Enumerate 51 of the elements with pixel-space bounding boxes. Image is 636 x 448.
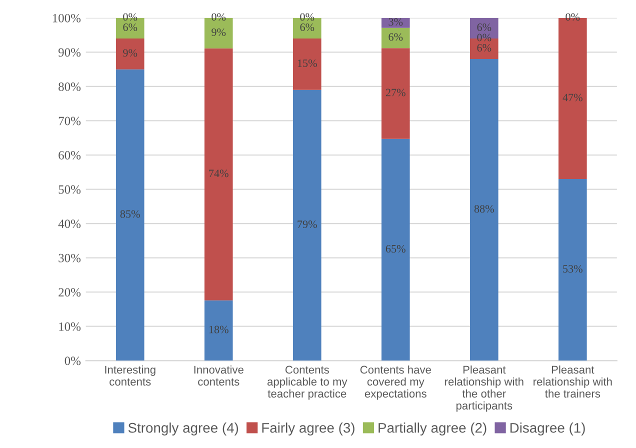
data-label: 9% [123, 49, 138, 57]
data-label: 6% [477, 23, 492, 32]
data-label: 6% [477, 44, 492, 52]
data-label: 15% [298, 59, 317, 68]
bar [204, 300, 233, 361]
y-tick-label: 60% [58, 151, 81, 160]
y-tick-label: 40% [58, 220, 81, 228]
x-tick-label: Pleasant relationship with the trainers [534, 366, 612, 398]
data-label: 85% [120, 210, 140, 218]
y-tick-label: 20% [58, 288, 81, 297]
y-tick-label: 90% [58, 48, 81, 57]
data-label: 88% [474, 205, 494, 213]
legend-label: Fairly agree (3) [262, 422, 354, 436]
data-label: 79% [298, 220, 317, 228]
legend-label: Strongly agree (4) [128, 422, 238, 436]
bar [116, 38, 144, 70]
x-tick-label: Contents have covered my expectations [360, 366, 431, 400]
legend-label: Disagree (1) [510, 422, 585, 436]
y-tick-label: 80% [58, 82, 81, 91]
y-tick-label: 50% [58, 185, 81, 194]
bar [470, 59, 498, 361]
x-tick-label: Pleasant relationship with the other participants [445, 366, 524, 412]
y-tick-label: 30% [58, 254, 81, 262]
bar [292, 90, 322, 361]
bar [292, 38, 322, 90]
bar [381, 138, 410, 361]
data-label: 47% [562, 94, 582, 102]
y-tick-label: 10% [59, 322, 81, 331]
bar [381, 48, 410, 139]
data-label: 65% [386, 245, 406, 253]
data-label: 3% [388, 18, 403, 26]
bar [204, 48, 233, 300]
bar [558, 179, 587, 361]
bar [116, 69, 144, 361]
y-tick-label: 100% [52, 14, 81, 22]
data-label: 27% [386, 88, 406, 96]
y-tick-label: 0% [64, 356, 81, 366]
bar [381, 18, 410, 28]
data-label: 6% [123, 23, 138, 32]
data-label: 9% [212, 28, 226, 36]
data-label: 18% [209, 326, 228, 334]
bar [381, 28, 410, 48]
data-label: 74% [209, 170, 228, 178]
legend-label: Partially agree (2) [378, 422, 486, 436]
x-tick-label: Innovative contents [194, 366, 244, 386]
y-tick-label: 70% [58, 116, 81, 126]
data-label: 6% [300, 23, 314, 32]
x-tick-label: Contents applicable to my teacher practice [267, 366, 348, 400]
data-label: 6% [388, 33, 403, 41]
data-label: 53% [563, 265, 582, 273]
x-tick-label: Interesting contents [105, 366, 156, 386]
